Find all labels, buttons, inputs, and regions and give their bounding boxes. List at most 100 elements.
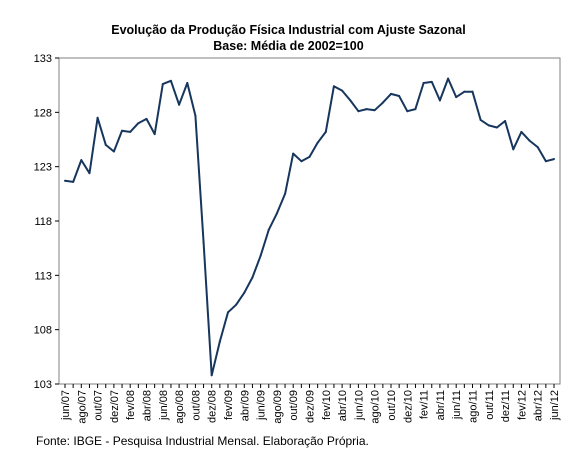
data-point (267, 228, 270, 231)
data-point (463, 90, 466, 93)
x-tick-label: jun/11 (451, 390, 463, 420)
data-point (210, 374, 213, 377)
x-tick-label: out/07 (93, 390, 105, 421)
data-point (381, 101, 384, 104)
chart-title: Evolução da Produção Física Industrial c… (111, 23, 466, 37)
data-point (406, 110, 409, 113)
y-tick-label: 133 (34, 53, 52, 65)
y-tick-label: 128 (34, 107, 52, 119)
data-point (64, 179, 66, 182)
x-tick-label: dez/10 (402, 390, 414, 423)
data-point (316, 141, 319, 144)
data-point (447, 77, 450, 80)
data-point (284, 192, 287, 195)
data-point (153, 133, 156, 136)
data-point (275, 212, 278, 215)
x-tick-label: jun/12 (549, 390, 561, 421)
x-tick-label: dez/11 (500, 390, 512, 422)
x-axis: jun/07 ago/07 out/07 dez/07 fev/08 abr/08 jun/… (60, 384, 561, 424)
data-point (186, 81, 189, 84)
data-point (349, 99, 352, 102)
x-tick-label: fev/12 (516, 390, 528, 420)
data-point (88, 172, 91, 175)
data-point (80, 159, 83, 162)
data-point (251, 276, 254, 279)
data-point (528, 139, 531, 142)
x-tick-label: abr/10 (337, 390, 349, 421)
x-tick-label: fev/11 (419, 390, 431, 419)
data-point (137, 122, 140, 125)
y-tick-label: 103 (34, 379, 52, 391)
x-tick-label: jun/07 (60, 390, 72, 421)
x-tick-label: jun/08 (158, 390, 170, 421)
data-point (227, 311, 229, 314)
data-point (365, 108, 368, 111)
x-tick-label: abr/08 (142, 390, 154, 421)
chart-subtitle: Base: Média de 2002=100 (213, 39, 364, 53)
data-point (178, 103, 181, 106)
x-tick-label: dez/08 (207, 390, 219, 423)
data-point (479, 118, 482, 121)
data-point (438, 99, 441, 102)
x-tick-label: dez/07 (109, 390, 121, 423)
data-point (332, 85, 335, 88)
x-tick-label: abr/11 (435, 390, 447, 420)
x-tick-label: ago/08 (174, 390, 186, 424)
x-tick-label: out/08 (190, 390, 202, 421)
data-point (96, 116, 99, 119)
data-point (72, 180, 75, 183)
data-point (112, 150, 115, 153)
data-point (520, 130, 523, 133)
x-tick-label: fev/09 (223, 390, 235, 420)
x-tick-label: fev/10 (321, 390, 333, 420)
series-industrial-production (64, 77, 555, 377)
data-point (202, 241, 205, 244)
x-tick-label: ago/07 (76, 390, 88, 424)
x-tick-label: abr/12 (533, 390, 545, 421)
y-tick-label: 123 (34, 162, 52, 174)
x-tick-label: ago/10 (370, 390, 382, 424)
data-point (414, 108, 417, 111)
data-point (357, 110, 360, 113)
data-point (129, 130, 132, 133)
data-point (292, 152, 295, 155)
data-point (308, 155, 311, 158)
y-tick-label: 108 (34, 325, 52, 337)
data-point (121, 129, 124, 132)
data-point (104, 143, 107, 146)
data-point (218, 340, 221, 343)
data-point (455, 96, 458, 99)
data-point (373, 109, 376, 112)
data-point (422, 81, 425, 84)
data-point (259, 254, 262, 257)
x-tick-label: dez/09 (305, 390, 317, 423)
data-point (504, 120, 507, 123)
x-tick-label: jun/10 (353, 390, 365, 421)
data-point (512, 148, 515, 151)
plot-area (58, 57, 561, 385)
data-point (544, 160, 547, 163)
data-point (169, 79, 172, 82)
data-point (390, 92, 392, 95)
data-point (235, 303, 238, 306)
data-point (161, 83, 164, 86)
x-tick-label: ago/09 (272, 390, 284, 424)
y-tick-label: 113 (34, 270, 52, 282)
data-point (495, 126, 498, 129)
data-point (324, 130, 327, 133)
y-axis: 103 108 113 118 123 128 133 (34, 53, 59, 391)
y-tick-label: 118 (34, 216, 52, 228)
data-point (487, 124, 490, 127)
x-tick-label: ago/11 (468, 390, 480, 423)
data-point (398, 95, 401, 98)
source-note: Fonte: IBGE - Pesquisa Industrial Mensal… (36, 434, 369, 448)
x-tick-label: abr/09 (239, 390, 251, 421)
x-tick-label: fev/08 (125, 390, 137, 420)
data-point (243, 291, 246, 294)
data-point (300, 160, 303, 163)
data-point (471, 90, 474, 93)
data-point (145, 117, 148, 120)
data-point (536, 146, 539, 149)
x-tick-label: out/11 (484, 390, 496, 420)
